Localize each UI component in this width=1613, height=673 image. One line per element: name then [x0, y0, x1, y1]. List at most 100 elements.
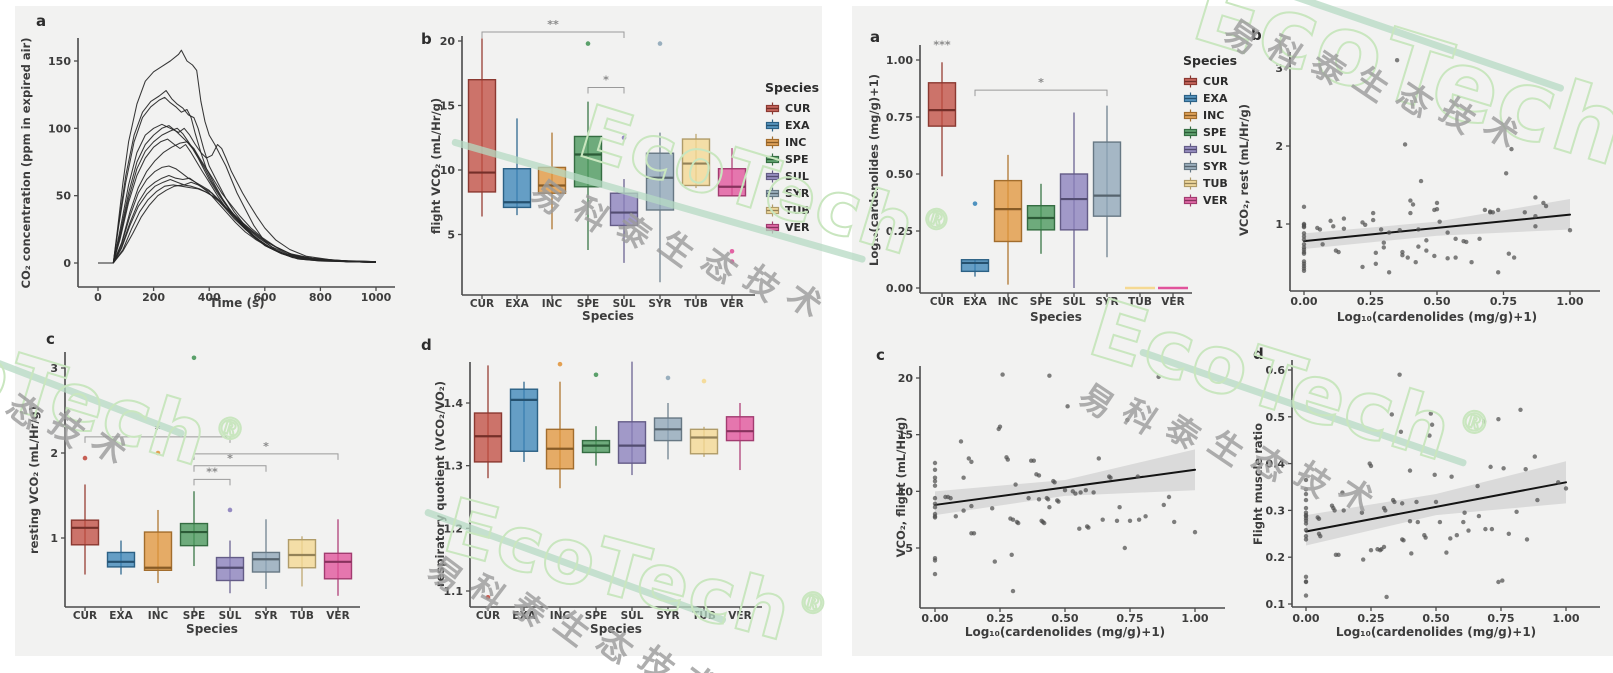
svg-text:0.25: 0.25 — [1357, 295, 1384, 308]
svg-text:EXA: EXA — [512, 610, 536, 622]
svg-text:EXA: EXA — [109, 610, 133, 622]
legend-label: CUR — [785, 102, 811, 115]
svg-text:Flight muscle ratio: Flight muscle ratio — [1251, 423, 1265, 545]
svg-text:2: 2 — [1275, 140, 1283, 153]
svg-text:Log₁₀(cardenolides (mg/g)+1): Log₁₀(cardenolides (mg/g)+1) — [965, 625, 1165, 639]
svg-text:0.75: 0.75 — [886, 111, 913, 124]
svg-text:400: 400 — [198, 291, 221, 304]
svg-text:20: 20 — [898, 372, 914, 385]
svg-text:1.00: 1.00 — [1181, 612, 1208, 625]
svg-text:1.00: 1.00 — [886, 54, 913, 67]
svg-text:CUR: CUR — [930, 296, 954, 308]
panel-label-right-d: d — [1253, 345, 1264, 363]
svg-text:1.3: 1.3 — [444, 460, 464, 473]
legend-item-CUR: CUR — [1183, 73, 1237, 90]
svg-text:Species: Species — [1030, 310, 1082, 324]
svg-text:Log₁₀(cardenolides (mg/g)+1): Log₁₀(cardenolides (mg/g)+1) — [1336, 625, 1536, 639]
svg-text:5: 5 — [905, 542, 913, 555]
svg-text:150: 150 — [48, 55, 71, 68]
legend-title: Species — [765, 80, 820, 95]
svg-text:INC: INC — [542, 298, 563, 310]
svg-text:*: * — [603, 73, 609, 86]
svg-text:*: * — [227, 452, 233, 465]
legend-item-SYR: SYR — [765, 185, 819, 202]
svg-text:SPE: SPE — [585, 610, 607, 622]
svg-text:VCO₂, rest (mL/Hr/g): VCO₂, rest (mL/Hr/g) — [1237, 104, 1251, 236]
legend-label: SPE — [1203, 126, 1227, 139]
svg-text:CUR: CUR — [476, 610, 500, 622]
svg-text:0.00: 0.00 — [1290, 295, 1317, 308]
svg-text:Species: Species — [590, 622, 642, 636]
legend-item-EXA: EXA — [765, 117, 819, 134]
svg-text:800: 800 — [309, 291, 332, 304]
svg-text:0.00: 0.00 — [1292, 612, 1319, 625]
legend-label: TUB — [785, 204, 810, 217]
legend-title: Species — [1183, 53, 1238, 68]
svg-text:1.00: 1.00 — [1556, 295, 1583, 308]
svg-text:TUB: TUB — [290, 610, 314, 622]
svg-text:1.4: 1.4 — [444, 397, 464, 410]
svg-text:**: ** — [206, 465, 218, 478]
svg-text:0.50: 0.50 — [1051, 612, 1078, 625]
svg-text:0.4: 0.4 — [1266, 458, 1286, 471]
legend-item-CUR: CUR — [765, 100, 819, 117]
svg-text:3: 3 — [50, 362, 58, 375]
panel-left-c-chart: 1 2 3 CUR EXA INC SPE SUL SYR TUB VER Species restin… — [27, 352, 360, 636]
legend-label: SYR — [785, 187, 810, 200]
boxplot-key-icon — [1183, 126, 1198, 139]
legend-label: EXA — [1203, 92, 1228, 105]
panel-label-left-c: c — [46, 330, 55, 348]
boxplot-key-icon — [765, 221, 780, 234]
svg-text:1000: 1000 — [361, 291, 392, 304]
legend-label: SPE — [785, 153, 809, 166]
figure-background-right — [852, 6, 1613, 656]
svg-text:VER: VER — [728, 610, 751, 622]
panel-label-left-d: d — [421, 336, 432, 354]
svg-text:Species: Species — [582, 309, 634, 323]
boxplot-key-icon — [765, 170, 780, 183]
svg-text:20: 20 — [440, 35, 456, 48]
svg-text:1: 1 — [1275, 218, 1283, 231]
svg-text:CUR: CUR — [470, 298, 494, 310]
svg-text:10: 10 — [898, 485, 914, 498]
svg-text:1.00: 1.00 — [1552, 612, 1579, 625]
panel-label-left-a: a — [36, 12, 47, 30]
svg-text:TUB: TUB — [684, 298, 708, 310]
svg-text:200: 200 — [142, 291, 165, 304]
panel-left-a-chart: 0 50 100 150 0 200 400 600 800 1000 Time (s) CO₂ co… — [19, 38, 395, 310]
svg-text:0.5: 0.5 — [1266, 411, 1286, 424]
svg-text:0.6: 0.6 — [1266, 364, 1286, 377]
svg-text:SYR: SYR — [254, 610, 277, 622]
svg-text:SUL: SUL — [621, 610, 644, 622]
legend-label: SYR — [1203, 160, 1228, 173]
legend-label: SUL — [1203, 143, 1227, 156]
legend-item-SYR: SYR — [1183, 158, 1237, 175]
svg-text:0.25: 0.25 — [986, 612, 1013, 625]
panel-label-right-b: b — [1251, 26, 1262, 44]
svg-text:0.75: 0.75 — [1490, 295, 1517, 308]
svg-text:SPE: SPE — [577, 298, 599, 310]
boxplot-key-icon — [765, 204, 780, 217]
boxplot-key-icon — [1183, 194, 1198, 207]
svg-text:0.00: 0.00 — [886, 282, 913, 295]
svg-text:0.75: 0.75 — [1487, 612, 1514, 625]
legend-item-TUB: TUB — [1183, 175, 1237, 192]
species-legend-right: Species CUR EXA INC SPE SUL SYR TUB VER — [1183, 53, 1237, 209]
svg-text:Time (s): Time (s) — [209, 296, 264, 310]
svg-text:VER: VER — [720, 298, 743, 310]
svg-text:resting VCO₂ (mL/Hr/g): resting VCO₂ (mL/Hr/g) — [27, 406, 41, 554]
svg-text:0.3: 0.3 — [1266, 504, 1286, 517]
svg-text:flight VCO₂ (mL/Hr/g): flight VCO₂ (mL/Hr/g) — [429, 98, 443, 234]
svg-text:2: 2 — [50, 447, 58, 460]
legend-item-SPE: SPE — [1183, 124, 1237, 141]
svg-text:SUL: SUL — [613, 298, 636, 310]
svg-text:VER: VER — [326, 610, 349, 622]
legend-label: VER — [785, 221, 810, 234]
boxplot-key-icon — [765, 136, 780, 149]
svg-text:0.50: 0.50 — [1423, 295, 1450, 308]
svg-text:Log₁₀(cardenolides (mg/g)+1): Log₁₀(cardenolides (mg/g)+1) — [1337, 310, 1537, 324]
svg-text:0.00: 0.00 — [921, 612, 948, 625]
legend-item-INC: INC — [765, 134, 819, 151]
